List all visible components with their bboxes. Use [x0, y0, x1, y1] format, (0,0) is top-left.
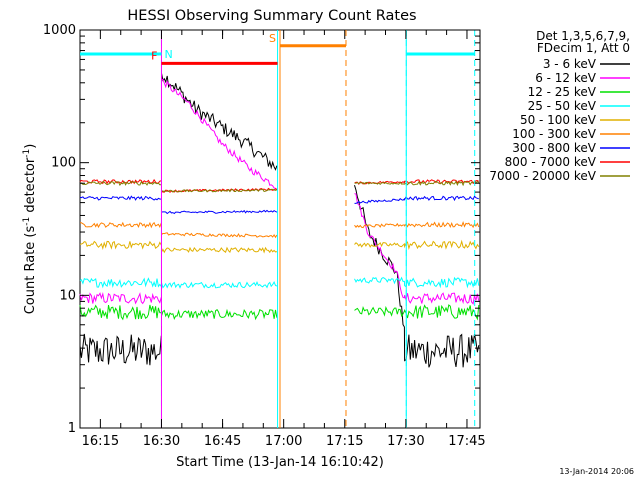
- series-7-line-seg1: [79, 195, 278, 215]
- x-tick-label-3: 16:45: [204, 434, 241, 449]
- x-axis-label: Start Time (13-Jan-14 16:10:42): [176, 455, 384, 470]
- series-2-line-seg2: [354, 193, 480, 305]
- legend-header-1: Det 1,3,5,6,7,9,: [536, 29, 630, 43]
- series-1-line-seg2: [354, 185, 480, 368]
- flag-label-3: F: [151, 49, 157, 62]
- y-tick-label-2: 10: [59, 288, 76, 303]
- series-3-line-seg1: [79, 304, 278, 321]
- legend-label-1: 3 - 6 keV: [543, 57, 597, 71]
- legend-label-8: 800 - 7000 keV: [505, 155, 597, 169]
- series-5-line-seg2: [354, 239, 480, 251]
- footer-timestamp: 13-Jan-2014 20:06: [559, 467, 634, 476]
- flag-bars: NF S: [80, 32, 475, 65]
- series-layer: [79, 73, 480, 368]
- legend-label-6: 100 - 300 keV: [512, 127, 596, 141]
- series-2-line-seg1: [79, 78, 278, 305]
- series-5-line-seg1: [79, 240, 278, 254]
- flag-label-4: S: [269, 32, 276, 45]
- legend-label-5: 50 - 100 keV: [520, 113, 597, 127]
- y-axis-label: Count Rate (s-1 detector-1): [22, 144, 38, 315]
- x-tick-label-2: 16:30: [143, 434, 180, 449]
- series-9-line-seg1: [79, 180, 278, 193]
- chart-title: HESSI Observing Summary Count Rates: [127, 8, 416, 24]
- legend-label-2: 6 - 12 keV: [535, 71, 597, 85]
- x-tick-label-7: 17:45: [448, 434, 485, 449]
- series-9-line-seg2: [354, 180, 480, 187]
- series-4-line-seg1: [79, 277, 278, 289]
- series-6-line-seg1: [79, 221, 278, 239]
- x-tick-label-4: 17:00: [265, 434, 302, 449]
- legend-label-4: 25 - 50 keV: [528, 99, 597, 113]
- flag-label-2: N: [164, 48, 172, 61]
- legend-label-7: 300 - 800 keV: [512, 141, 596, 155]
- y-axis-label-end: ): [23, 144, 38, 149]
- legend-label-9: 7000 - 20000 keV: [489, 169, 596, 183]
- legend-label-3: 12 - 25 keV: [528, 85, 597, 99]
- x-tick-label-5: 17:15: [326, 434, 363, 449]
- y-tick-label-3: 100: [51, 156, 76, 171]
- series-7-line-seg2: [354, 195, 479, 204]
- y-axis-label-sup1: -1: [22, 217, 32, 226]
- legend-header-2: FDecim 1, Att 0: [537, 41, 630, 55]
- y-tick-label-4: 1000: [43, 23, 76, 38]
- y-axis-label-mid: detector: [23, 157, 38, 217]
- marker-lines: [160, 30, 476, 428]
- axes: 1 10 100 1000 16:15 16:30 16:45 17:00 17:15 17:30…: [43, 23, 486, 449]
- x-tick-label-6: 17:30: [387, 434, 424, 449]
- y-tick-label-1: 1: [68, 421, 76, 436]
- series-4-line-seg2: [354, 276, 480, 289]
- y-axis-label-main: Count Rate (s: [23, 226, 38, 315]
- series-6-line-seg2: [354, 221, 480, 229]
- y-axis-label-sup2: -1: [22, 149, 32, 158]
- series-1-line-seg1: [79, 73, 278, 366]
- series-3-line-seg2: [354, 304, 480, 321]
- x-tick-label-1: 16:15: [82, 434, 119, 449]
- legend: Det 1,3,5,6,7,9, FDecim 1, Att 0 3 - 6 k…: [489, 29, 630, 183]
